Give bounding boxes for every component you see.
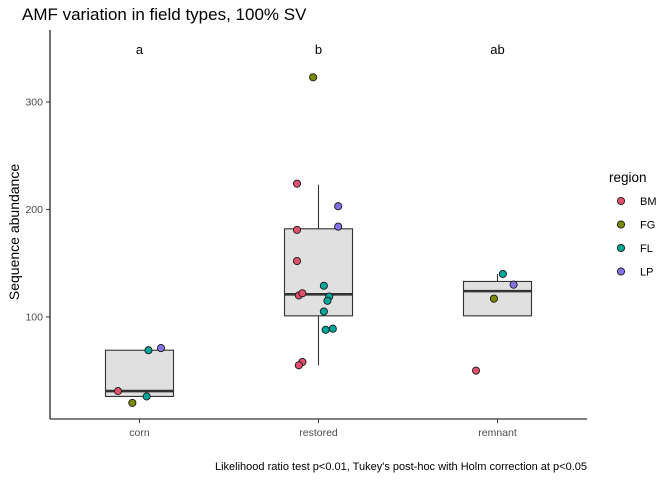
data-point-FL [319, 307, 328, 316]
data-point-BM [292, 179, 302, 188]
data-point-LP [334, 202, 343, 211]
data-point-LP [156, 344, 166, 353]
legend-label-LP: LP [640, 267, 653, 279]
data-point-BM [113, 387, 123, 396]
y-tick-label: 100 [25, 311, 43, 323]
data-point-FG [309, 73, 318, 82]
chart-caption: Likelihood ratio test p<0.01, Tukey's po… [215, 461, 587, 473]
legend: region BM FG FL LP [609, 170, 657, 279]
legend-label-BM: BM [640, 196, 657, 208]
legend-key-FL [616, 243, 626, 253]
data-point-FL [319, 281, 328, 290]
x-tick-label: restored [299, 427, 338, 439]
data-point-BM [292, 256, 302, 266]
legend-key-FG [616, 220, 626, 229]
data-point-FL [328, 324, 337, 333]
box-restored [283, 228, 354, 317]
data-point-FG [128, 398, 137, 407]
data-point-FL [142, 392, 151, 401]
significance-letter: a [136, 42, 144, 57]
legend-label-FG: FG [640, 220, 655, 232]
y-tick-label: 200 [25, 204, 43, 216]
legend-key-LP [616, 267, 626, 276]
x-tick-label: corn [129, 427, 150, 439]
data-point-FL [144, 346, 153, 355]
y-axis-label: Sequence abundance [6, 164, 22, 300]
x-tick-label: remnant [478, 427, 517, 439]
data-point-FG [489, 294, 498, 303]
data-point-FL [323, 296, 332, 305]
data-point-BM [298, 289, 307, 298]
chart-title: AMF variation in field types, 100% SV [22, 5, 307, 24]
legend-label-FL: FL [640, 243, 653, 255]
significance-letter: b [315, 42, 322, 57]
data-point-FL [321, 325, 330, 334]
data-point-BM [471, 366, 481, 375]
legend-key-BM [616, 196, 626, 206]
data-point-FL [498, 269, 507, 278]
data-point-LP [509, 280, 518, 289]
data-point-LP [334, 222, 343, 231]
data-point-BM [292, 225, 302, 234]
significance-letter: ab [490, 42, 504, 57]
legend-title: region [609, 170, 647, 185]
y-tick-label: 300 [25, 96, 43, 108]
data-point-BM [294, 361, 303, 370]
